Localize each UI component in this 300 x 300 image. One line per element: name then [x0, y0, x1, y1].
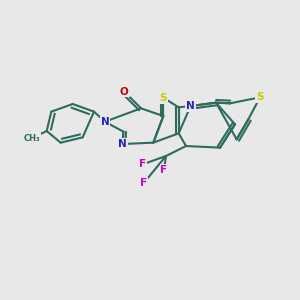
Text: F: F	[140, 178, 148, 188]
Text: CH₃: CH₃	[23, 134, 40, 143]
Text: N: N	[186, 101, 195, 111]
Text: F: F	[139, 159, 146, 169]
Text: N: N	[100, 117, 109, 127]
Text: N: N	[118, 139, 127, 149]
Text: S: S	[160, 93, 167, 103]
Text: F: F	[160, 165, 168, 175]
Text: O: O	[120, 87, 129, 97]
Text: S: S	[256, 92, 264, 102]
